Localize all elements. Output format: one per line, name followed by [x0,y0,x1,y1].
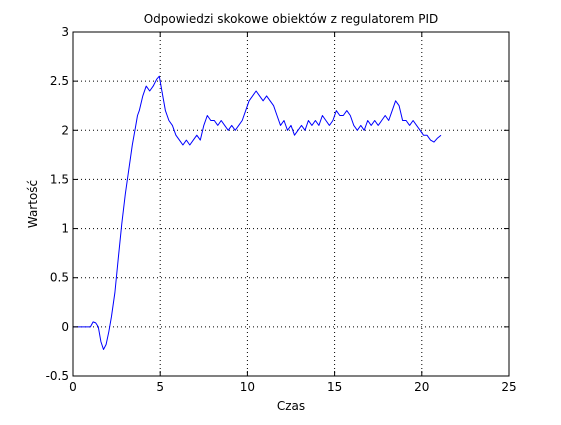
y-axis-label: Wartość [26,180,40,228]
axis-ticks [72,31,510,377]
y-tick-label: 3 [61,25,69,39]
x-tick-label: 5 [156,380,164,394]
y-tick-label: 1 [61,222,69,236]
y-tick-label: 2 [61,123,69,137]
y-tick-label: 2.5 [50,74,69,88]
y-tick-label: 0 [61,320,69,334]
series-layer [73,75,442,350]
x-tick-label: 15 [327,380,342,394]
x-tick-label: 10 [240,380,255,394]
plot-area-frame [72,31,510,377]
plot-area-background [73,32,509,376]
y-tick-label: 0.5 [50,271,69,285]
grid-lines [73,32,509,376]
x-tick-label: 20 [414,380,429,394]
x-axis-label: Czas [277,399,305,413]
x-tick-label: 25 [501,380,516,394]
x-tick-label: 0 [69,380,77,394]
series-line [73,75,442,350]
y-tick-label: -0.5 [46,369,69,383]
chart-title: Odpowiedzi skokowe obiektów z regulatore… [144,12,439,26]
axis-tick-labels: 0 5 10 15 20 25-0.500.511.522.53 [46,25,517,394]
y-tick-label: 1.5 [50,172,69,186]
